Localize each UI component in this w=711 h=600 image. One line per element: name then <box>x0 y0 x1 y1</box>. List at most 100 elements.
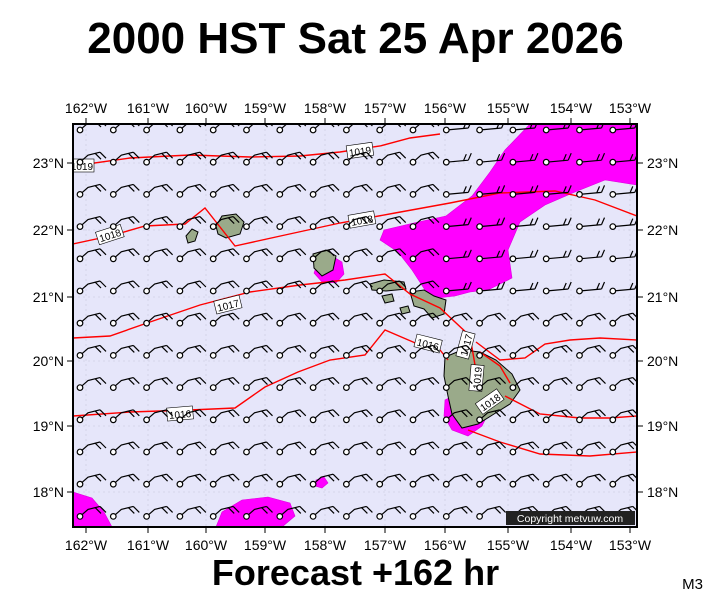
wind-barb <box>609 282 637 295</box>
wind-barb <box>76 409 107 424</box>
wind-barb <box>209 441 240 456</box>
wind-barb <box>409 473 440 488</box>
wind-barb <box>143 377 174 392</box>
lat-label: 18°N <box>647 484 678 500</box>
wind-barb <box>276 409 307 424</box>
wind-barb <box>276 505 307 520</box>
wind-barb <box>76 344 107 359</box>
isobar-label-text: 1017 <box>216 298 241 314</box>
wind-barb <box>109 280 140 295</box>
copyright-box: Copyright metvuw.com <box>506 511 635 525</box>
wind-barb <box>243 473 273 488</box>
wind-barb <box>243 216 273 231</box>
wind-barb <box>609 217 637 231</box>
wind-barb <box>409 441 440 456</box>
wind-barb <box>143 183 174 198</box>
lon-label: 160°W <box>185 100 228 116</box>
wind-barb <box>376 409 407 424</box>
isobar-label-text: 1019 <box>472 366 485 390</box>
wind-barb <box>143 280 174 295</box>
wind-barb <box>409 151 440 166</box>
isobar-label: 1017 <box>213 294 243 314</box>
wind-barb <box>243 409 273 424</box>
wind-barb <box>476 377 507 392</box>
lat-label: 20°N <box>647 353 678 369</box>
wind-barb <box>442 344 473 359</box>
isobar-label-text: 1018 <box>350 214 374 229</box>
wind-barb <box>176 344 207 359</box>
isobar-1017-east <box>479 351 511 384</box>
map-frame <box>72 123 638 528</box>
wind-barb <box>109 441 140 456</box>
wind-barb <box>476 152 506 166</box>
wind-barb <box>376 377 407 392</box>
lon-label: 159°W <box>244 537 287 553</box>
wind-barb <box>509 152 539 166</box>
wind-barb <box>442 249 472 263</box>
island-niihau <box>185 228 199 244</box>
model-code: M3 <box>682 576 703 593</box>
wind-barb <box>109 216 140 231</box>
wind-barb <box>476 473 507 488</box>
wind-barb <box>143 312 174 327</box>
lon-label: 154°W <box>550 537 593 553</box>
wind-barb <box>176 280 207 295</box>
wind-barbs <box>76 124 637 520</box>
wind-barb <box>376 344 407 359</box>
wind-barb <box>343 441 373 456</box>
wind-barb <box>243 344 273 359</box>
lat-label: 22°N <box>33 222 64 238</box>
isobar-1017 <box>73 273 476 366</box>
wind-barb <box>109 151 140 166</box>
wind-barb <box>243 312 273 327</box>
wind-barb <box>542 409 573 424</box>
wind-barb <box>176 151 207 166</box>
wind-barb <box>309 248 340 263</box>
wind-barb <box>576 281 606 295</box>
wind-barb <box>309 151 340 166</box>
wind-barb <box>209 344 240 359</box>
lon-label: 154°W <box>550 100 593 116</box>
wind-barb <box>209 505 240 520</box>
wind-barb <box>109 312 140 327</box>
wind-barb <box>409 312 440 327</box>
lat-label: 21°N <box>33 289 64 305</box>
lon-label: 159°W <box>244 100 287 116</box>
wind-barb <box>109 248 140 263</box>
wind-barb <box>442 377 473 392</box>
map-title: 2000 HST Sat 25 Apr 2026 <box>87 14 624 63</box>
wind-barb <box>309 473 340 488</box>
wind-barb <box>542 124 571 134</box>
wind-barb <box>176 248 207 263</box>
wind-barb <box>76 473 107 488</box>
isobar-1016-south <box>467 429 637 457</box>
wind-barb <box>442 312 473 327</box>
wind-barb <box>376 151 407 166</box>
wind-barb <box>509 185 539 198</box>
wind-barb <box>76 216 107 231</box>
wind-barb <box>143 216 174 231</box>
forecast-label: Forecast +162 hr <box>211 552 500 593</box>
lon-label: 155°W <box>487 537 530 553</box>
wind-barb <box>143 248 174 263</box>
lat-label: 20°N <box>33 353 64 369</box>
wind-barb <box>109 505 140 520</box>
wind-barb <box>409 248 440 263</box>
wind-barb <box>509 281 539 295</box>
wind-barb <box>243 377 273 392</box>
island-maui <box>409 289 447 319</box>
wind-barb <box>576 409 606 424</box>
wind-barb <box>343 248 373 263</box>
rain-area-south <box>215 496 296 527</box>
wind-barb <box>476 249 506 263</box>
wind-barb <box>509 217 539 231</box>
wind-barb <box>76 151 107 166</box>
lat-label: 19°N <box>647 418 678 434</box>
wind-barb <box>276 216 307 231</box>
wind-barb <box>609 409 637 424</box>
wind-barb <box>209 473 240 488</box>
lat-label: 22°N <box>647 222 678 238</box>
wind-barb <box>576 344 606 359</box>
lon-label: 153°W <box>609 100 652 116</box>
